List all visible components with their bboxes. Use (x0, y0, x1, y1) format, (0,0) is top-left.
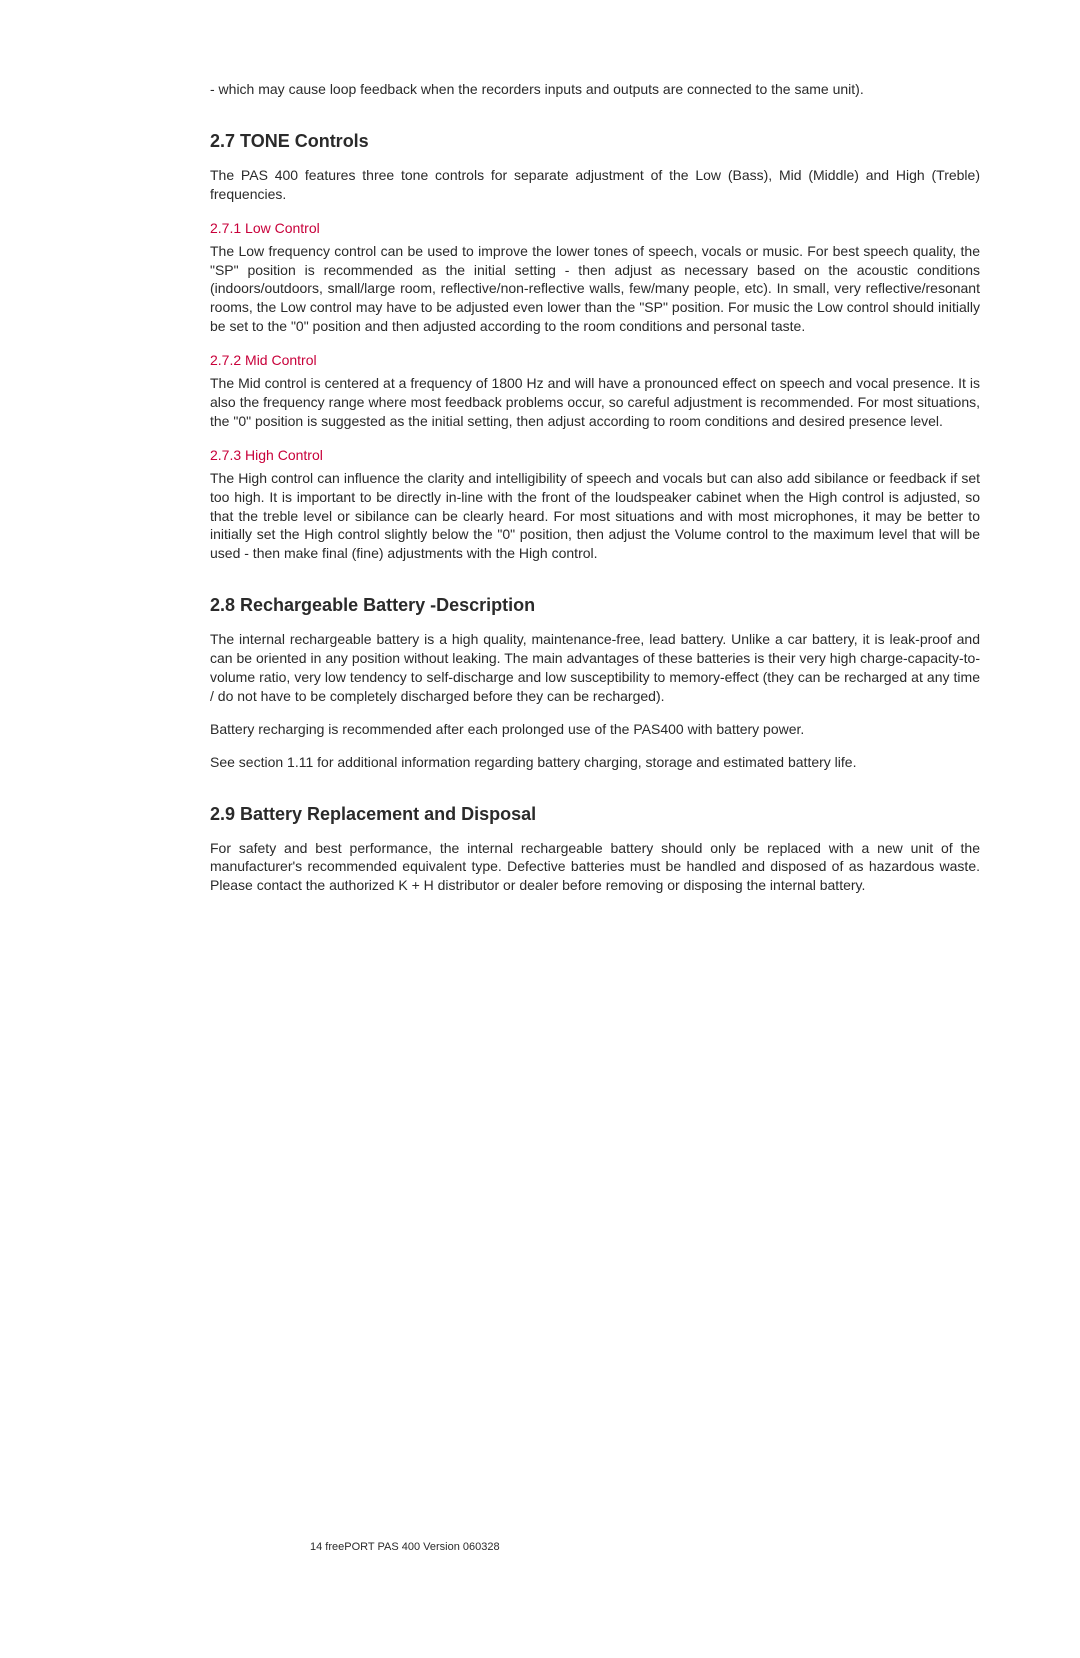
page-footer: 14 freePORT PAS 400 Version 060328 (310, 1541, 500, 1553)
section-28-heading: 2.8 Rechargeable Battery -Description (210, 595, 980, 616)
section-29-heading: 2.9 Battery Replacement and Disposal (210, 804, 980, 825)
section-27-heading: 2.7 TONE Controls (210, 131, 980, 152)
section-273-body: The High control can influence the clari… (210, 469, 980, 563)
section-271-heading: 2.7.1 Low Control (210, 220, 980, 236)
section-27-intro: The PAS 400 features three tone controls… (210, 166, 980, 204)
section-28-p1: The internal rechargeable battery is a h… (210, 630, 980, 706)
section-28-p3: See section 1.11 for additional informat… (210, 753, 980, 772)
section-29-body: For safety and best performance, the int… (210, 839, 980, 896)
page: - which may cause loop feedback when the… (210, 80, 980, 1608)
section-273-heading: 2.7.3 High Control (210, 447, 980, 463)
section-272-body: The Mid control is centered at a frequen… (210, 374, 980, 431)
section-271-body: The Low frequency control can be used to… (210, 242, 980, 336)
section-272-heading: 2.7.2 Mid Control (210, 352, 980, 368)
intro-paragraph: - which may cause loop feedback when the… (210, 80, 980, 99)
section-28-p2: Battery recharging is recommended after … (210, 720, 980, 739)
